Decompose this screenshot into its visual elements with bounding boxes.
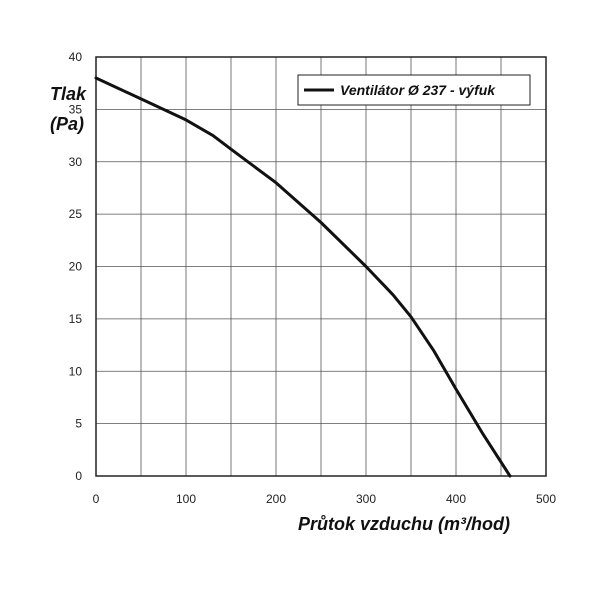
series-layer — [94, 76, 512, 478]
y-tick-label: 30 — [69, 155, 83, 169]
plot-frame — [95, 56, 547, 477]
x-tick-label: 100 — [176, 492, 196, 506]
x-tick-label: 0 — [93, 492, 100, 506]
x-tick-label: 300 — [356, 492, 376, 506]
y-tick-label: 25 — [69, 207, 83, 221]
y-tick-label: 10 — [69, 364, 83, 378]
legend-label: Ventilátor Ø 237 - výfuk — [340, 82, 496, 98]
y-tick-label: 15 — [69, 312, 83, 326]
x-tick-label: 500 — [536, 492, 556, 506]
y-axis-title-line2: (Pa) — [50, 114, 84, 134]
legend: Ventilátor Ø 237 - výfuk — [297, 74, 531, 106]
grid — [95, 56, 547, 477]
y-tick-label: 20 — [69, 260, 83, 274]
y-tick-labels: 0 5 10 15 20 25 30 35 40 — [69, 50, 83, 483]
y-axis-title-line1: Tlak — [50, 84, 87, 104]
x-axis-title: Průtok vzduchu (m³/hod) — [298, 514, 510, 534]
y-tick-label: 0 — [75, 469, 82, 483]
legend-box — [297, 74, 531, 106]
y-tick-label: 5 — [75, 417, 82, 431]
y-tick-label: 40 — [69, 50, 83, 64]
x-tick-labels: 0 100 200 300 400 500 — [93, 492, 557, 506]
x-tick-label: 200 — [266, 492, 286, 506]
y-tick-label: 35 — [69, 102, 83, 116]
x-tick-label: 400 — [446, 492, 466, 506]
series-line — [94, 76, 512, 478]
